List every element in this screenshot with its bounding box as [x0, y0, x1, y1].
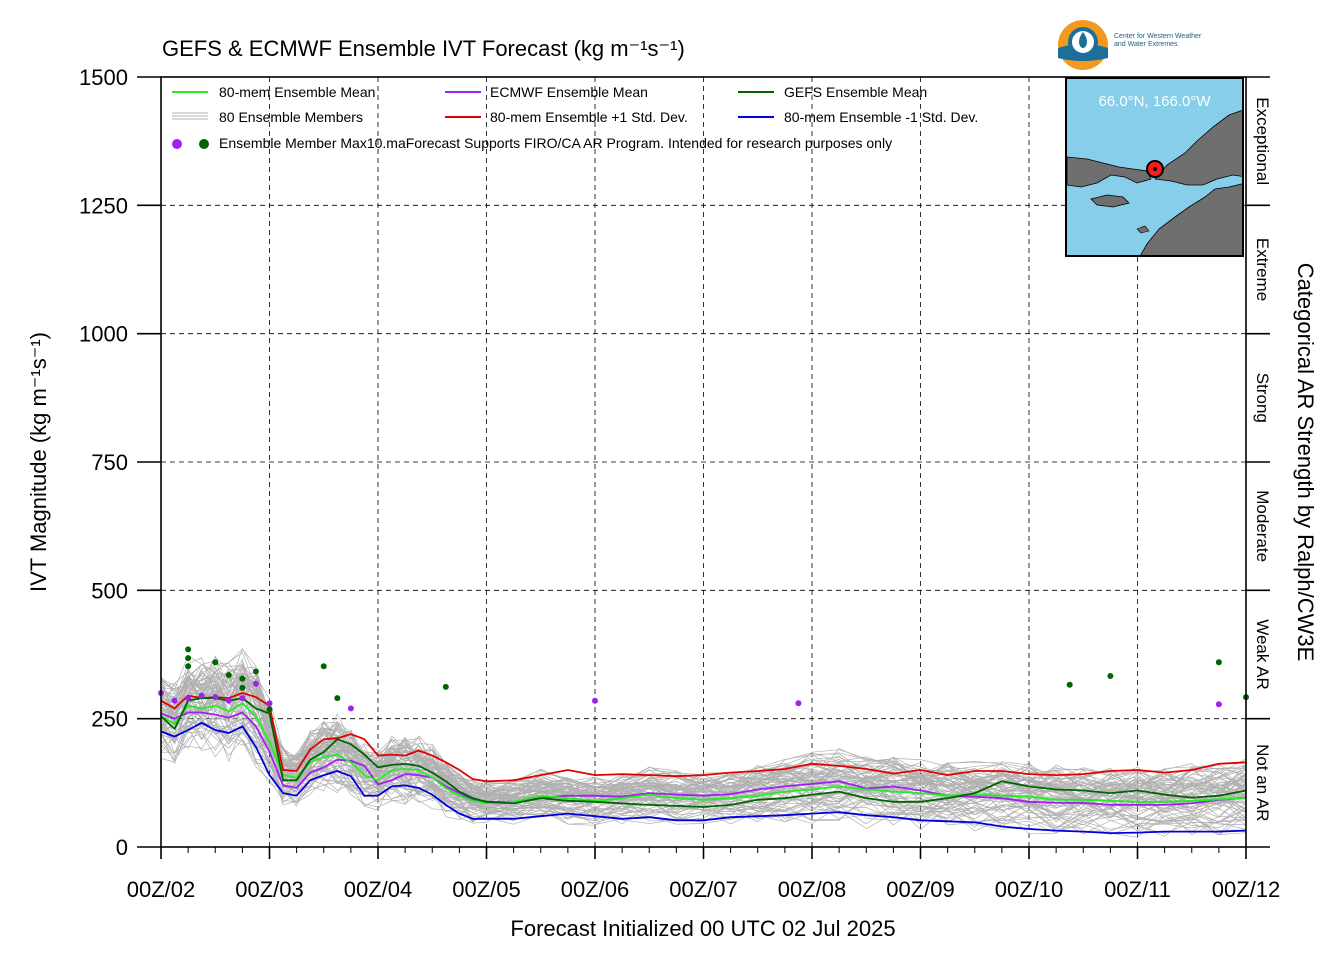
- x-axis-ticks: 00Z/02 00Z/03 00Z/04 00Z/05 00Z/06 00Z/07 00Z/…: [127, 847, 1281, 902]
- y-axis-ticks: 0 250 500 750 1000 1250 1500: [79, 65, 1270, 860]
- ensemble-member-line: [160, 716, 1247, 831]
- seward-peninsula: [1154, 109, 1242, 186]
- series-lines: [160, 692, 1247, 835]
- chukotka: [1067, 156, 1152, 188]
- location-label: 66.0°N, 166.0°W: [1098, 93, 1211, 110]
- ecmwf-max-point: [347, 705, 354, 712]
- x-tick-label: 00Z/03: [235, 877, 304, 902]
- gefs-max-point: [185, 646, 192, 653]
- gefs-max-point: [266, 706, 273, 713]
- legend-max-ecmwf-dot: [172, 139, 182, 149]
- gefs-max-point: [185, 655, 192, 662]
- ecmwf-max-point: [795, 700, 802, 707]
- gefs-max-point: [1066, 681, 1073, 688]
- ar-category-label: Exceptional: [1253, 97, 1272, 185]
- ensemble-member-line: [160, 727, 1247, 837]
- ar-category-label: Not an AR: [1253, 744, 1272, 822]
- alaska-landmass: [1140, 183, 1242, 255]
- x-tick-label: 00Z/10: [995, 877, 1064, 902]
- ar-category-label: Weak AR: [1253, 619, 1272, 690]
- ecmwf-max-point: [1215, 701, 1222, 708]
- ecmwf-max-point: [212, 694, 219, 701]
- legend-max: Ensemble Member Max10.maForecast Support…: [219, 135, 892, 151]
- ar-category-labels: Not an AR Weak AR Moderate Strong Extreme Exc…: [1253, 97, 1272, 821]
- ecmwf-max-point: [592, 697, 598, 704]
- gefs-max-point: [239, 675, 246, 682]
- series-line: [160, 721, 1247, 835]
- ecmwf-max-point: [266, 700, 273, 707]
- gefs-max-point: [212, 659, 219, 666]
- ecmwf-max-point: [198, 692, 205, 699]
- y-tick-label: 1250: [79, 193, 128, 218]
- legend-members: 80 Ensemble Members: [219, 109, 363, 125]
- location-map-inset: 66.0°N, 166.0°W: [1065, 77, 1244, 257]
- ecmwf-max-point: [185, 695, 192, 702]
- legend-minus-sd: 80-mem Ensemble -1 Std. Dev.: [784, 109, 978, 125]
- x-tick-label: 00Z/09: [886, 877, 955, 902]
- series-line: [160, 697, 1247, 808]
- ar-category-label: Strong: [1253, 373, 1272, 423]
- logo-line1: Center for Western Weather: [1114, 33, 1202, 40]
- legend-plus-sd: 80-mem Ensemble +1 Std. Dev.: [490, 109, 688, 125]
- cw3e-logo: Center for Western Weather and Water Ext…: [1056, 18, 1246, 74]
- legend-max-gefs-dot: [199, 139, 209, 149]
- series-line: [160, 702, 1247, 805]
- ensemble-member-line: [160, 727, 1247, 834]
- legend-gefs: GEFS Ensemble Mean: [784, 84, 927, 100]
- gefs-max-point: [252, 668, 259, 675]
- x-tick-label: 00Z/07: [669, 877, 738, 902]
- gefs-max-point: [239, 684, 246, 691]
- ar-category-label: Moderate: [1253, 490, 1272, 562]
- location-map: [1067, 109, 1242, 255]
- cw3e-logo-icon: [1058, 20, 1108, 70]
- ensemble-member-line: [160, 676, 1247, 796]
- gefs-max-point: [185, 663, 192, 670]
- gefs-max-point: [334, 695, 341, 702]
- x-tick-label: 00Z/05: [452, 877, 521, 902]
- ensemble-member-line: [160, 681, 1247, 806]
- ensemble-max-points: [158, 646, 1249, 713]
- legend-mean80: 80-mem Ensemble Mean: [219, 84, 375, 100]
- series-line: [160, 692, 1247, 783]
- x-tick-label: 00Z/08: [778, 877, 847, 902]
- gefs-max-point: [320, 663, 327, 670]
- x-tick-label: 00Z/11: [1104, 877, 1171, 902]
- x-tick-label: 00Z/04: [344, 877, 413, 902]
- gefs-max-point: [1215, 659, 1222, 666]
- ensemble-member-line: [160, 697, 1247, 820]
- y-axis-label: IVT Magnitude (kg m⁻¹s⁻¹): [26, 332, 51, 592]
- gefs-max-point: [225, 672, 232, 679]
- y-tick-label: 250: [91, 707, 128, 732]
- x-axis-label: Forecast Initialized 00 UTC 02 Jul 2025: [510, 916, 895, 941]
- small-island: [1136, 225, 1150, 234]
- x-tick-label: 00Z/12: [1212, 877, 1281, 902]
- y-tick-label: 1000: [79, 322, 128, 347]
- ar-category-label: Extreme: [1253, 238, 1272, 301]
- gefs-max-point: [442, 683, 449, 690]
- logo-text: Center for Western Weather and Water Ext…: [1114, 33, 1201, 49]
- x-tick-label: 00Z/02: [127, 877, 196, 902]
- x-tick-label: 00Z/06: [561, 877, 630, 902]
- legend-ecmwf: ECMWF Ensemble Mean: [490, 84, 648, 100]
- y-tick-label: 750: [91, 450, 128, 475]
- y-tick-label: 0: [116, 835, 128, 860]
- gefs-max-point: [1107, 673, 1114, 680]
- legend-swatch-members: [172, 112, 208, 120]
- ecmwf-max-point: [171, 697, 178, 704]
- ecmwf-max-point: [225, 697, 232, 704]
- ecmwf-max-point: [239, 695, 246, 702]
- y-tick-label: 500: [91, 578, 128, 603]
- st-lawrence-island: [1090, 194, 1130, 208]
- logo-line2: and Water Extremes: [1114, 41, 1178, 48]
- chart-title: GEFS & ECMWF Ensemble IVT Forecast (kg m…: [162, 36, 685, 61]
- ecmwf-max-point: [252, 680, 259, 687]
- y-tick-label: 1500: [79, 65, 128, 90]
- ensemble-member-lines: [160, 647, 1247, 838]
- legend: 80-mem Ensemble Mean 80 Ensemble Members…: [172, 84, 978, 151]
- right-axis-label: Categorical AR Strength by Ralph/CW3E: [1293, 263, 1318, 662]
